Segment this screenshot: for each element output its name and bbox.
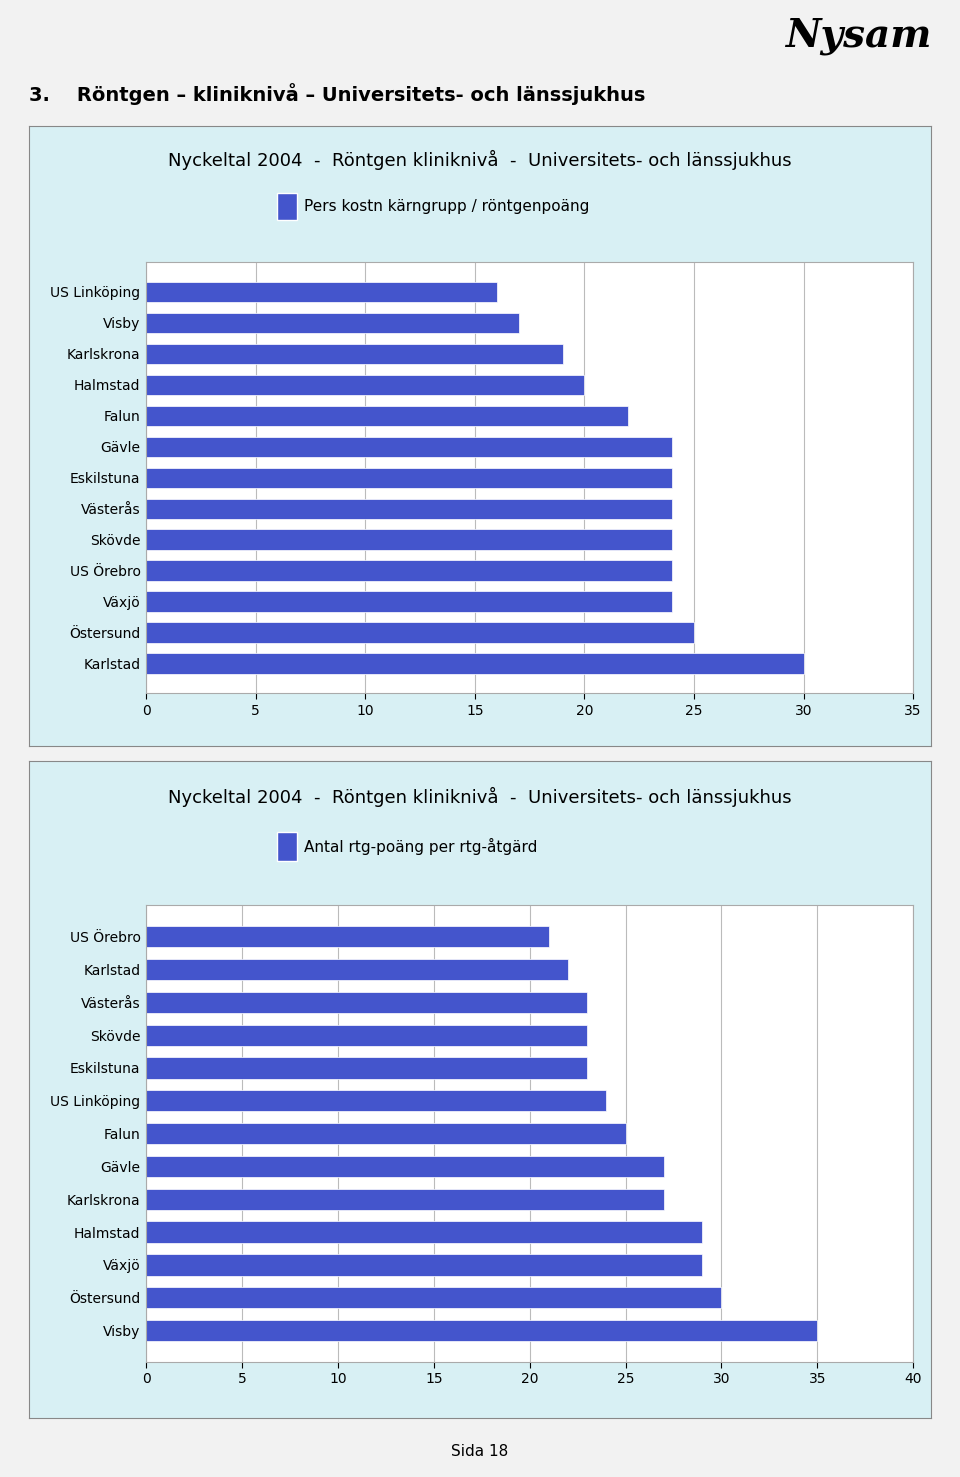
Text: Pers kostn kärngrupp / röntgenpoäng: Pers kostn kärngrupp / röntgenpoäng [304, 199, 589, 214]
Bar [146, 1189, 664, 1210]
Text: Nysam: Nysam [785, 16, 931, 55]
Bar [146, 1254, 702, 1276]
Text: Nyckeltal 2004  -  Röntgen kliniknivå  -  Universitets- och länssjukhus: Nyckeltal 2004 - Röntgen kliniknivå - Un… [168, 151, 792, 170]
Bar [146, 344, 563, 363]
Bar [146, 437, 672, 456]
Text: Nyckeltal 2004  -  Röntgen kliniknivå  -  Universitets- och länssjukhus: Nyckeltal 2004 - Röntgen kliniknivå - Un… [168, 787, 792, 806]
Bar [146, 406, 628, 425]
Bar [146, 1156, 664, 1177]
Bar [146, 468, 672, 487]
Bar [146, 1123, 626, 1145]
Text: 3.    Röntgen – kliniknivå – Universitets- och länssjukhus: 3. Röntgen – kliniknivå – Universitets- … [29, 83, 645, 105]
Bar [146, 991, 588, 1013]
Bar [146, 1221, 702, 1242]
Bar [146, 622, 694, 642]
Bar [276, 192, 297, 220]
Text: Antal rtg-poäng per rtg-åtgärd: Antal rtg-poäng per rtg-åtgärd [304, 837, 538, 855]
Bar [146, 1025, 588, 1046]
Bar [146, 375, 585, 394]
Bar [146, 1090, 607, 1112]
Bar [146, 499, 672, 518]
Bar [146, 529, 672, 549]
Bar [146, 959, 568, 981]
Bar [146, 282, 496, 301]
Text: Sida 18: Sida 18 [451, 1443, 509, 1459]
Bar [146, 591, 672, 611]
Bar [146, 926, 549, 947]
Bar [146, 653, 804, 674]
Bar [146, 1058, 588, 1078]
Bar [146, 560, 672, 580]
Bar [146, 1320, 817, 1341]
Bar [276, 832, 297, 861]
Bar [146, 1286, 721, 1309]
Bar [146, 313, 518, 332]
